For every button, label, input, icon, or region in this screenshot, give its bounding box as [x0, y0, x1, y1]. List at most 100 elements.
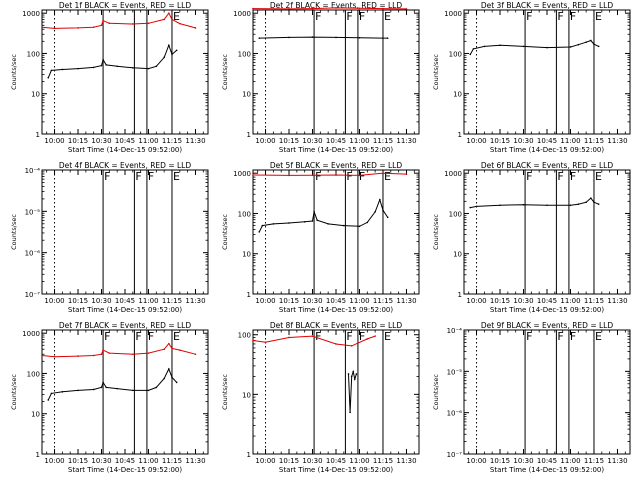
data-point-events — [92, 388, 95, 391]
data-point-events — [585, 41, 587, 44]
data-point-lld — [147, 352, 150, 354]
panel-title: Det 7f BLACK = Events, RED = LLD — [59, 321, 192, 330]
data-point-events — [132, 389, 134, 392]
x-tick-label: 10:15 — [490, 137, 510, 145]
data-point-lld — [163, 18, 165, 21]
data-point-lld — [179, 22, 181, 25]
x-tick-label: 11:00 — [349, 137, 369, 145]
chart-panel-5: Det 5f BLACK = Events, RED = LLD 1 10 100 10… — [221, 161, 420, 314]
data-point-lld — [252, 339, 254, 342]
y-tick-label: 10⁻⁵ — [447, 368, 463, 376]
data-point-lld — [163, 348, 165, 351]
plot-frame — [41, 169, 209, 295]
data-point-lld — [252, 7, 254, 10]
marker-label-top: F — [135, 330, 141, 343]
data-point-lld — [100, 24, 103, 27]
series-line-events — [258, 198, 389, 233]
data-point-events — [597, 203, 600, 205]
y-tick-label: 10 — [453, 251, 462, 259]
data-point-lld — [288, 174, 290, 177]
marker-label-top: F — [148, 330, 154, 343]
data-point-events — [374, 210, 376, 213]
series-line-events — [47, 43, 178, 78]
x-tick-label: 11:30 — [396, 297, 416, 305]
data-point-lld — [41, 26, 43, 28]
data-point-events — [47, 76, 50, 79]
x-tick-label: 10:00 — [466, 297, 486, 305]
data-point-events — [469, 53, 472, 56]
x-tick-label: 11:30 — [185, 457, 205, 465]
x-tick-label: 11:15 — [162, 137, 182, 145]
data-point-events — [350, 375, 353, 378]
x-tick-label: 10:00 — [44, 137, 64, 145]
plot-frame — [41, 329, 209, 455]
y-tick-label: 1000 — [444, 170, 462, 178]
data-point-events — [175, 49, 178, 52]
x-tick-label: 11:00 — [560, 137, 580, 145]
data-point-events — [47, 399, 50, 401]
marker-label-top: F — [315, 10, 321, 23]
chart-panel-4: Det 4f BLACK = Events, RED = LLD 10⁻⁷ 10⁻⁶… — [10, 161, 209, 314]
data-point-lld — [335, 343, 337, 345]
data-point-events — [288, 222, 290, 224]
x-tick-label: 11:30 — [185, 297, 205, 305]
x-tick-label: 10:00 — [466, 137, 486, 145]
x-tick-label: 10:45 — [115, 457, 135, 465]
data-point-lld — [171, 347, 173, 350]
x-tick-label: 10:45 — [115, 297, 135, 305]
y-tick-label: 10⁻⁶ — [447, 410, 463, 418]
data-point-events — [593, 43, 595, 45]
marker-label-top: F — [315, 330, 321, 343]
data-point-events — [288, 36, 290, 39]
data-point-events — [311, 36, 314, 38]
x-axis-label: Start Time (14-Dec-15 09:52:00) — [68, 306, 182, 314]
marker-label-top: E — [173, 330, 180, 343]
series-line-events — [47, 367, 178, 401]
x-tick-label: 11:00 — [349, 457, 369, 465]
data-point-lld — [179, 349, 181, 351]
y-tick-label: 10 — [453, 91, 462, 99]
marker-label-top: F — [315, 170, 321, 183]
data-point-events — [61, 68, 64, 71]
chart-panel-9: Det 9f BLACK = Events, RED = LLD 10⁻⁷ 10⁻⁶… — [432, 321, 631, 474]
data-point-events — [50, 392, 53, 395]
x-tick-label: 10:00 — [255, 137, 275, 145]
plot-frame — [463, 329, 631, 455]
marker-label-top: F — [570, 10, 576, 23]
y-tick-label: 1 — [458, 291, 462, 299]
y-tick-label: 10 — [242, 91, 251, 99]
data-point-lld — [77, 27, 79, 29]
data-point-lld — [252, 174, 254, 176]
marker-label-top: F — [557, 330, 563, 343]
y-tick-label: 100 — [238, 50, 251, 58]
x-tick-label: 11:00 — [138, 137, 158, 145]
data-point-lld — [311, 335, 314, 337]
x-tick-label: 10:00 — [255, 297, 275, 305]
x-tick-label: 10:45 — [326, 297, 346, 305]
x-tick-label: 11:00 — [560, 297, 580, 305]
y-axis-label: Counts/sec — [221, 374, 229, 410]
chart-panel-3: Det 3f BLACK = Events, RED = LLD 1 10 100 10… — [432, 1, 631, 154]
series-line-lld — [41, 342, 196, 358]
x-tick-label: 11:15 — [373, 137, 393, 145]
x-tick-label: 10:30 — [513, 297, 533, 305]
x-tick-label: 11:15 — [162, 457, 182, 465]
data-point-events — [147, 389, 150, 392]
y-tick-label: 10⁻⁷ — [25, 291, 41, 299]
marker-label-top: F — [104, 170, 110, 183]
x-tick-label: 10:30 — [513, 457, 533, 465]
data-point-events — [168, 368, 170, 370]
marker-label-top: E — [384, 170, 391, 183]
series-line-events — [259, 36, 388, 39]
series-line-events — [470, 197, 599, 209]
x-tick-label: 10:15 — [490, 457, 510, 465]
marker-label-top: E — [173, 170, 180, 183]
marker-label-top: F — [359, 170, 365, 183]
data-point-events — [358, 36, 361, 39]
data-point-lld — [264, 341, 267, 343]
data-point-lld — [108, 352, 111, 354]
y-axis-label: Counts/sec — [432, 54, 440, 90]
marker-label-top: E — [595, 10, 602, 23]
panel-title: Det 6f BLACK = Events, RED = LLD — [481, 161, 614, 170]
